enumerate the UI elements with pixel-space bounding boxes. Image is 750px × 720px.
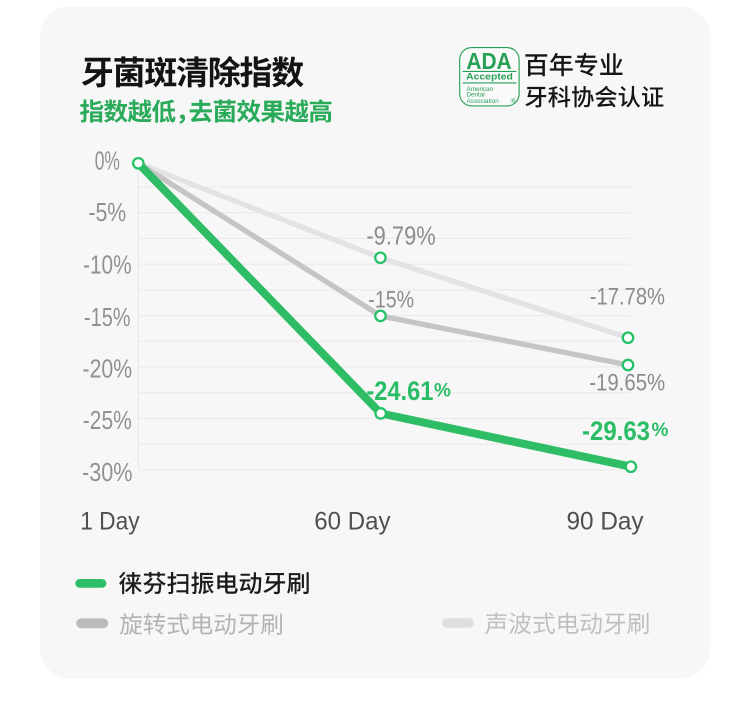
svg-text:60 Day: 60 Day <box>314 507 391 535</box>
svg-text:-24.61: -24.61 <box>366 376 433 406</box>
svg-text:%: % <box>652 420 669 441</box>
svg-text:®: ® <box>511 97 516 105</box>
svg-text:-5%: -5% <box>88 197 126 227</box>
svg-text:-10%: -10% <box>83 250 132 280</box>
svg-text:Accepted: Accepted <box>466 70 513 81</box>
svg-text:Dental: Dental <box>467 92 485 99</box>
svg-text:-29.63: -29.63 <box>582 416 650 446</box>
svg-text:ADA: ADA <box>466 48 511 74</box>
svg-text:-15%: -15% <box>368 287 414 314</box>
svg-text:American: American <box>467 86 494 93</box>
svg-text:%: % <box>434 381 451 402</box>
svg-text:90 Day: 90 Day <box>567 507 645 535</box>
svg-text:-25%: -25% <box>83 405 132 435</box>
svg-text:Association: Association <box>467 98 500 105</box>
svg-text:-30%: -30% <box>82 457 133 487</box>
svg-text:-15%: -15% <box>84 302 131 332</box>
svg-text:-9.79%: -9.79% <box>366 222 435 250</box>
svg-text:-17.78%: -17.78% <box>590 284 665 311</box>
svg-text:1 Day: 1 Day <box>80 507 140 535</box>
svg-text:0%: 0% <box>95 145 120 175</box>
svg-text:-19.65%: -19.65% <box>589 370 665 397</box>
svg-text:-20%: -20% <box>83 354 133 384</box>
